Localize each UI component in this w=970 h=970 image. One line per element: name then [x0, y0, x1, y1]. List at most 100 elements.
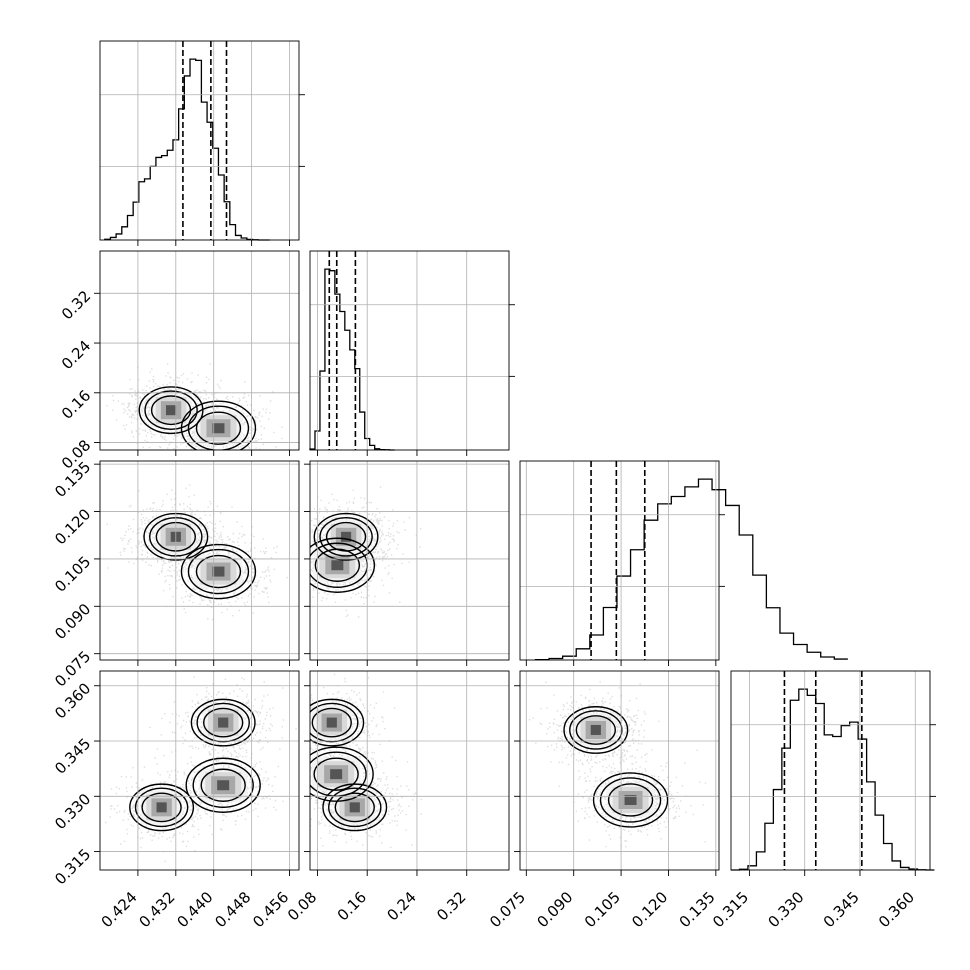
histogram-grid: [100, 41, 299, 240]
contour-line: [134, 787, 189, 828]
density-layer: [310, 486, 422, 618]
density-frame: [309, 460, 510, 661]
density-grid: [310, 671, 509, 870]
density-layer: [106, 363, 283, 450]
contour-line: [138, 386, 204, 435]
contour-line: [310, 746, 374, 802]
contour-line: [599, 777, 662, 823]
contour-line: [310, 702, 359, 743]
x-tick-label: 0.105: [581, 888, 624, 931]
histogram-frame: [99, 40, 300, 241]
contour-line: [190, 698, 256, 747]
x-tick-label: 0.135: [676, 888, 719, 931]
contour-line: [569, 710, 623, 750]
density-panel-0-2: [94, 463, 290, 666]
y-tick-label: 0.360: [51, 679, 94, 722]
histogram-panel-1: [309, 251, 515, 456]
density-grid: [100, 461, 299, 660]
contour-line: [311, 707, 352, 738]
contour-line: [322, 783, 388, 832]
contour-line: [187, 405, 250, 450]
density-block: [212, 566, 225, 577]
x-tick-label: 0.075: [486, 888, 529, 931]
histogram-panel-0: [104, 41, 305, 246]
contour-line: [310, 698, 365, 747]
density-layer: [100, 676, 297, 863]
contour-line: [203, 707, 244, 738]
contour-line: [187, 548, 250, 595]
x-tick-label: 0.360: [875, 888, 918, 931]
x-tick-label: 0.08: [284, 888, 320, 924]
histogram-frame: [519, 460, 720, 661]
density-block: [212, 423, 225, 434]
contour-line: [328, 787, 382, 828]
contour-line: [563, 706, 629, 754]
density-layer: [106, 484, 288, 621]
density-block: [590, 724, 601, 735]
density-block: [331, 560, 344, 571]
y-tick-label: 0.330: [51, 790, 94, 833]
density-panel-2-3: [514, 681, 717, 876]
density-layer: [310, 673, 422, 848]
density-panel-1-2: [304, 463, 468, 666]
contour-line: [144, 390, 198, 431]
density-frame: [99, 670, 300, 871]
density-panel-0-1: [94, 292, 290, 456]
x-tick-label: 0.432: [136, 888, 179, 931]
density-block: [340, 531, 352, 542]
density-block: [624, 794, 637, 805]
contour-line: [325, 521, 367, 552]
contour-line: [192, 762, 254, 808]
histogram-step: [309, 268, 395, 451]
histogram-step: [534, 478, 848, 661]
contour-line: [185, 757, 261, 813]
density-block: [165, 405, 177, 416]
scatter-points: [100, 676, 297, 863]
contour-line: [334, 792, 375, 823]
contour-line: [313, 512, 379, 561]
x-tick-label: 0.330: [764, 888, 807, 931]
density-grid: [310, 461, 509, 660]
y-tick-label: 0.105: [51, 553, 94, 596]
density-grid: [520, 671, 719, 870]
x-tick-label: 0.448: [211, 888, 254, 931]
x-tick-label: 0.440: [173, 888, 216, 931]
x-tick-label: 0.090: [533, 888, 576, 931]
histogram-step: [731, 688, 935, 871]
contour-line: [319, 516, 373, 557]
contour-line: [180, 543, 257, 600]
y-tick-label: 0.075: [51, 647, 94, 690]
y-tick-label: 0.16: [58, 386, 94, 422]
density-frame: [99, 460, 300, 661]
contour-line: [195, 554, 242, 589]
histogram-panel-3: [731, 671, 936, 876]
histogram-panel-2: [525, 461, 848, 666]
y-tick-label: 0.345: [51, 735, 94, 778]
x-tick-label: 0.32: [433, 888, 469, 924]
contour-line: [195, 411, 242, 445]
density-panel-1-3: [304, 673, 468, 876]
x-tick-label: 0.24: [383, 888, 419, 924]
x-tick-label: 0.120: [628, 888, 671, 931]
contour-line: [150, 395, 192, 426]
y-tick-label: 0.32: [58, 287, 94, 323]
y-tick-label: 0.090: [51, 600, 94, 643]
histogram-grid: [310, 251, 509, 450]
density-layer: [528, 681, 707, 848]
y-tick-label: 0.315: [51, 845, 94, 888]
contour-line: [313, 757, 359, 791]
density-panel-0-3: [94, 676, 297, 876]
density-block: [218, 717, 229, 728]
contour-line: [607, 783, 654, 817]
contour-line: [310, 537, 376, 593]
y-tick-label: 0.24: [58, 337, 94, 373]
contour-line: [196, 702, 250, 743]
density-frame: [309, 670, 510, 871]
density-block: [330, 769, 343, 780]
histogram-grid: [731, 671, 930, 870]
density-block: [349, 802, 360, 813]
density-block: [326, 717, 337, 728]
histogram-frame: [309, 250, 510, 451]
y-tick-label: 0.120: [51, 505, 94, 548]
